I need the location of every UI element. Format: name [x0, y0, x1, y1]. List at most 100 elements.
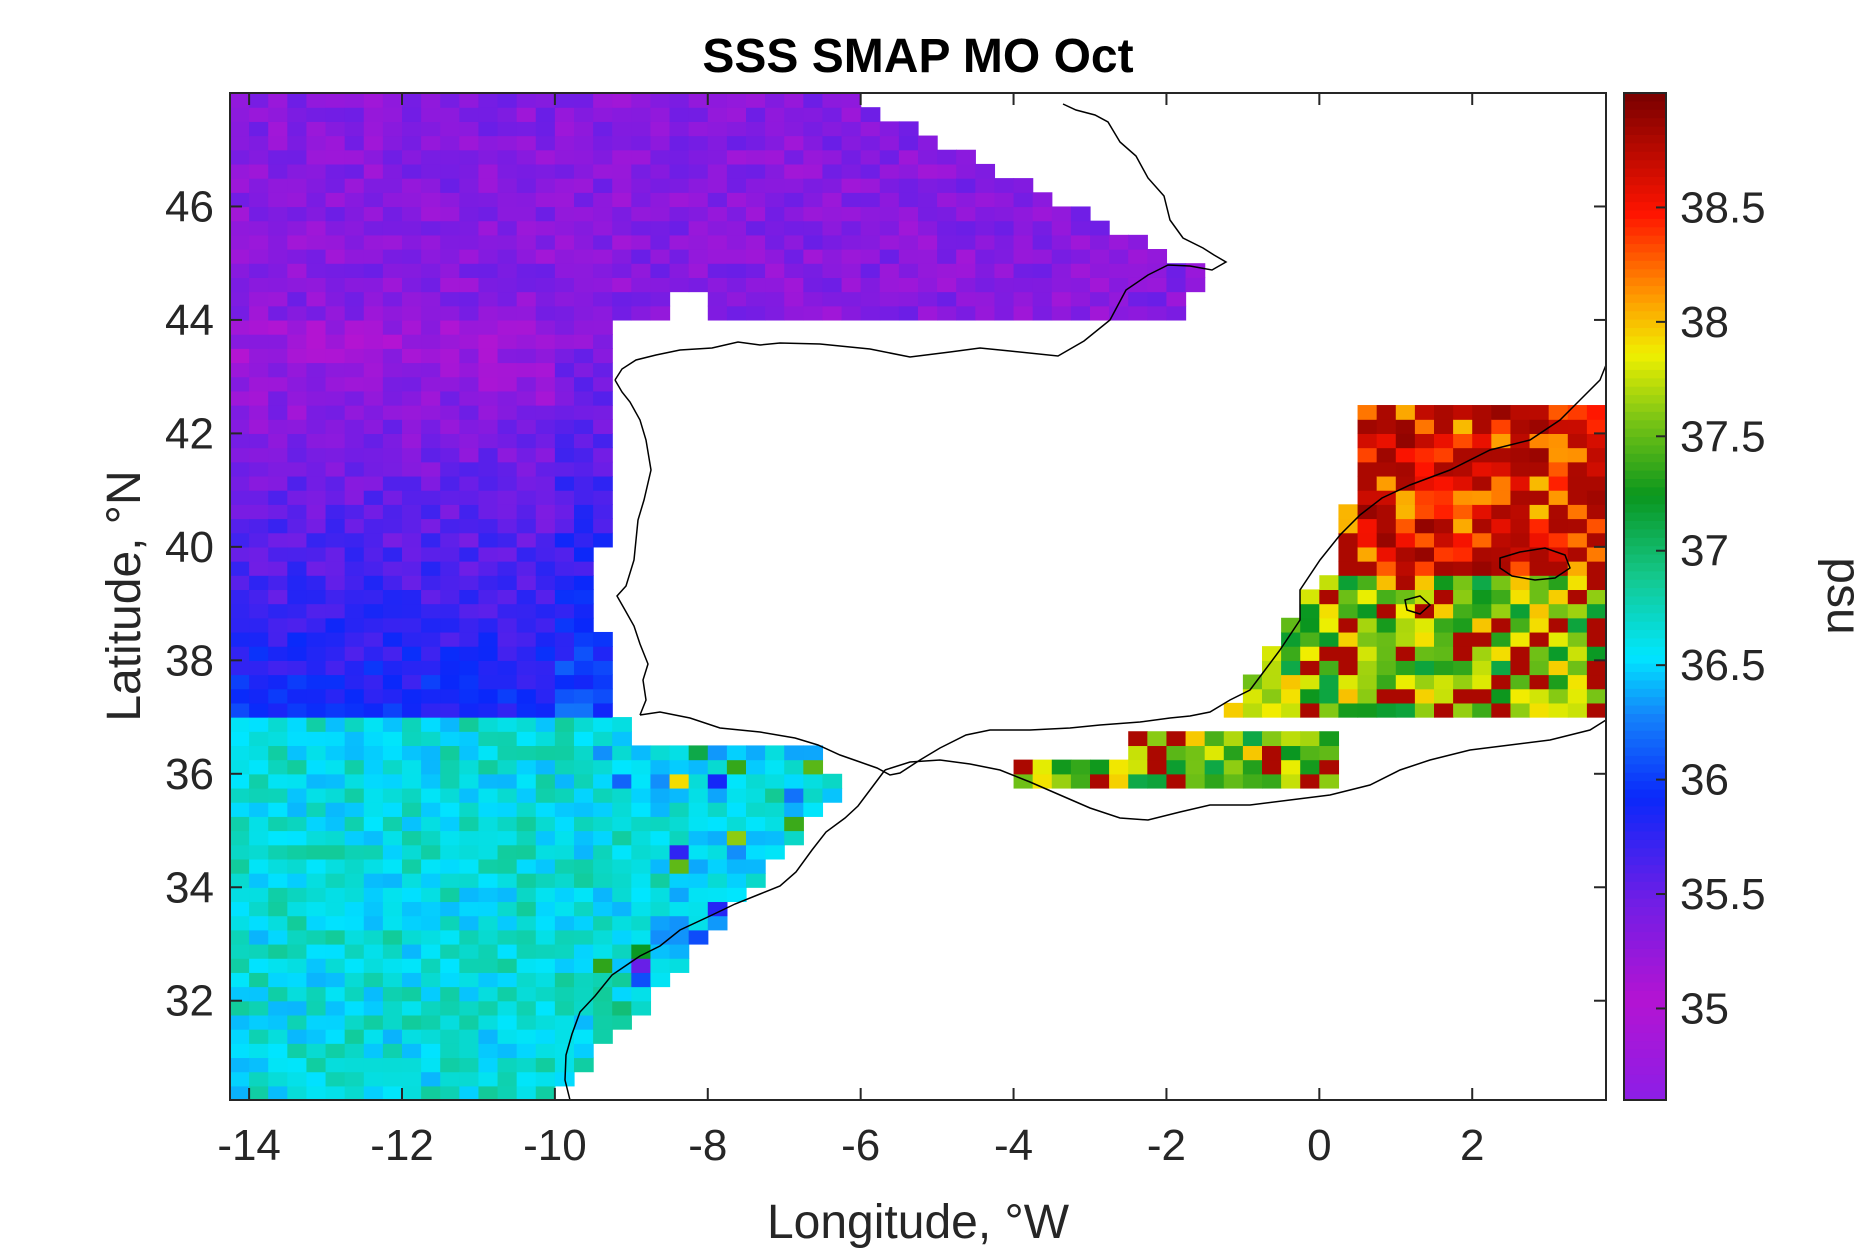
heatmap-cell: [1567, 688, 1588, 704]
heatmap-cell: [325, 234, 346, 250]
heatmap-cell: [1586, 646, 1607, 661]
heatmap-cell: [402, 674, 422, 690]
heatmap-cell: [1414, 660, 1435, 676]
heatmap-cell: [593, 702, 613, 718]
heatmap-cell: [516, 858, 537, 874]
colorbar-segment: [1624, 294, 1666, 304]
heatmap-cell: [994, 220, 1015, 236]
heatmap-cell: [363, 802, 384, 817]
heatmap-cell: [325, 149, 346, 165]
heatmap-cell: [402, 518, 422, 534]
heatmap-cell: [363, 561, 384, 576]
colorbar-tick-label: 35.5: [1680, 870, 1766, 919]
heatmap-cell: [402, 475, 422, 491]
heatmap-cell: [1472, 405, 1492, 420]
heatmap-cell: [956, 149, 976, 165]
heatmap-cell: [593, 873, 613, 888]
heatmap-cell: [593, 362, 613, 378]
heatmap-cell: [1434, 475, 1454, 491]
heatmap-cell: [421, 291, 441, 307]
heatmap-cell: [497, 504, 518, 520]
heatmap-cell: [1586, 603, 1607, 619]
colorbar-segment: [1624, 781, 1666, 791]
heatmap-cell: [516, 206, 537, 222]
heatmap-cell: [746, 220, 766, 236]
heatmap-cell: [306, 518, 327, 534]
heatmap-cell: [631, 787, 652, 803]
heatmap-cell: [421, 887, 441, 903]
heatmap-cell: [1338, 561, 1359, 576]
heatmap-cell: [535, 305, 556, 321]
heatmap-cell: [1395, 490, 1416, 505]
heatmap-cell: [459, 589, 480, 605]
heatmap-cell: [1548, 405, 1569, 420]
heatmap-cell: [230, 688, 250, 704]
heatmap-cell: [287, 1029, 308, 1044]
heatmap-cell: [325, 745, 346, 761]
heatmap-cell: [975, 249, 996, 264]
heatmap-cell: [1070, 759, 1091, 775]
heatmap-cell: [765, 759, 785, 775]
heatmap-cell: [1548, 702, 1569, 718]
heatmap-cell: [765, 745, 785, 761]
heatmap-cell: [249, 617, 269, 633]
heatmap-cell: [1051, 220, 1072, 236]
heatmap-cell: [1338, 702, 1359, 718]
heatmap-cell: [440, 1000, 460, 1016]
colorbar-segment: [1624, 839, 1666, 849]
heatmap-cell: [478, 1014, 499, 1030]
heatmap-cell: [1204, 745, 1225, 761]
colorbar-segment: [1624, 923, 1666, 933]
heatmap-cell: [1453, 646, 1473, 661]
heatmap-cell: [631, 135, 652, 151]
heatmap-cell: [459, 475, 480, 491]
heatmap-cell: [516, 433, 537, 449]
heatmap-cell: [325, 447, 346, 463]
heatmap-cell: [669, 943, 690, 959]
heatmap-cell: [344, 759, 365, 775]
heatmap-cell: [1395, 461, 1416, 477]
heatmap-cell: [268, 107, 288, 122]
heatmap-cell: [249, 773, 269, 789]
heatmap-cell: [230, 475, 250, 491]
heatmap-cell: [268, 234, 288, 250]
heatmap-cell: [516, 901, 537, 917]
heatmap-cell: [459, 220, 480, 236]
heatmap-cell: [669, 830, 690, 846]
heatmap-cell: [593, 178, 613, 193]
heatmap-cell: [535, 958, 556, 973]
heatmap-cell: [554, 149, 575, 165]
heatmap-cell: [363, 1071, 384, 1087]
heatmap-cell: [287, 702, 308, 718]
heatmap-cell: [554, 504, 575, 520]
heatmap-cell: [363, 674, 384, 690]
heatmap-cell: [287, 490, 308, 505]
heatmap-cell: [554, 717, 575, 732]
heatmap-cell: [822, 93, 843, 108]
heatmap-cell: [554, 958, 575, 973]
heatmap-cell: [1395, 475, 1416, 491]
heatmap-cell: [822, 178, 843, 193]
heatmap-cell: [325, 702, 346, 718]
heatmap-cell: [535, 376, 556, 392]
heatmap-cell: [478, 234, 499, 250]
heatmap-cell: [363, 858, 384, 874]
heatmap-cell: [1185, 773, 1206, 789]
heatmap-cell: [325, 858, 346, 874]
heatmap-cell: [421, 546, 441, 562]
colorbar-segment: [1624, 596, 1666, 606]
heatmap-cell: [1090, 220, 1110, 236]
heatmap-cell: [669, 121, 690, 137]
heatmap-cell: [268, 915, 288, 931]
heatmap-cell: [459, 943, 480, 959]
heatmap-cell: [402, 589, 422, 605]
heatmap-cell: [1529, 490, 1550, 505]
heatmap-cell: [478, 688, 499, 704]
heatmap-cell: [287, 873, 308, 888]
heatmap-cell: [650, 305, 671, 321]
heatmap-cell: [478, 617, 499, 633]
heatmap-cell: [784, 234, 804, 250]
heatmap-cell: [440, 135, 460, 151]
heatmap-cell: [249, 1071, 269, 1087]
heatmap-cell: [707, 858, 728, 874]
